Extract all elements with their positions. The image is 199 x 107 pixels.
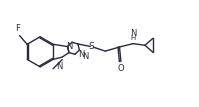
Text: O: O bbox=[118, 64, 124, 73]
Text: N: N bbox=[57, 62, 63, 71]
Text: N: N bbox=[82, 52, 88, 61]
Text: H: H bbox=[131, 35, 136, 41]
Text: N: N bbox=[66, 42, 72, 51]
Text: N: N bbox=[130, 29, 137, 38]
Text: S: S bbox=[89, 42, 95, 51]
Text: F: F bbox=[16, 24, 20, 33]
Text: N: N bbox=[78, 50, 84, 59]
